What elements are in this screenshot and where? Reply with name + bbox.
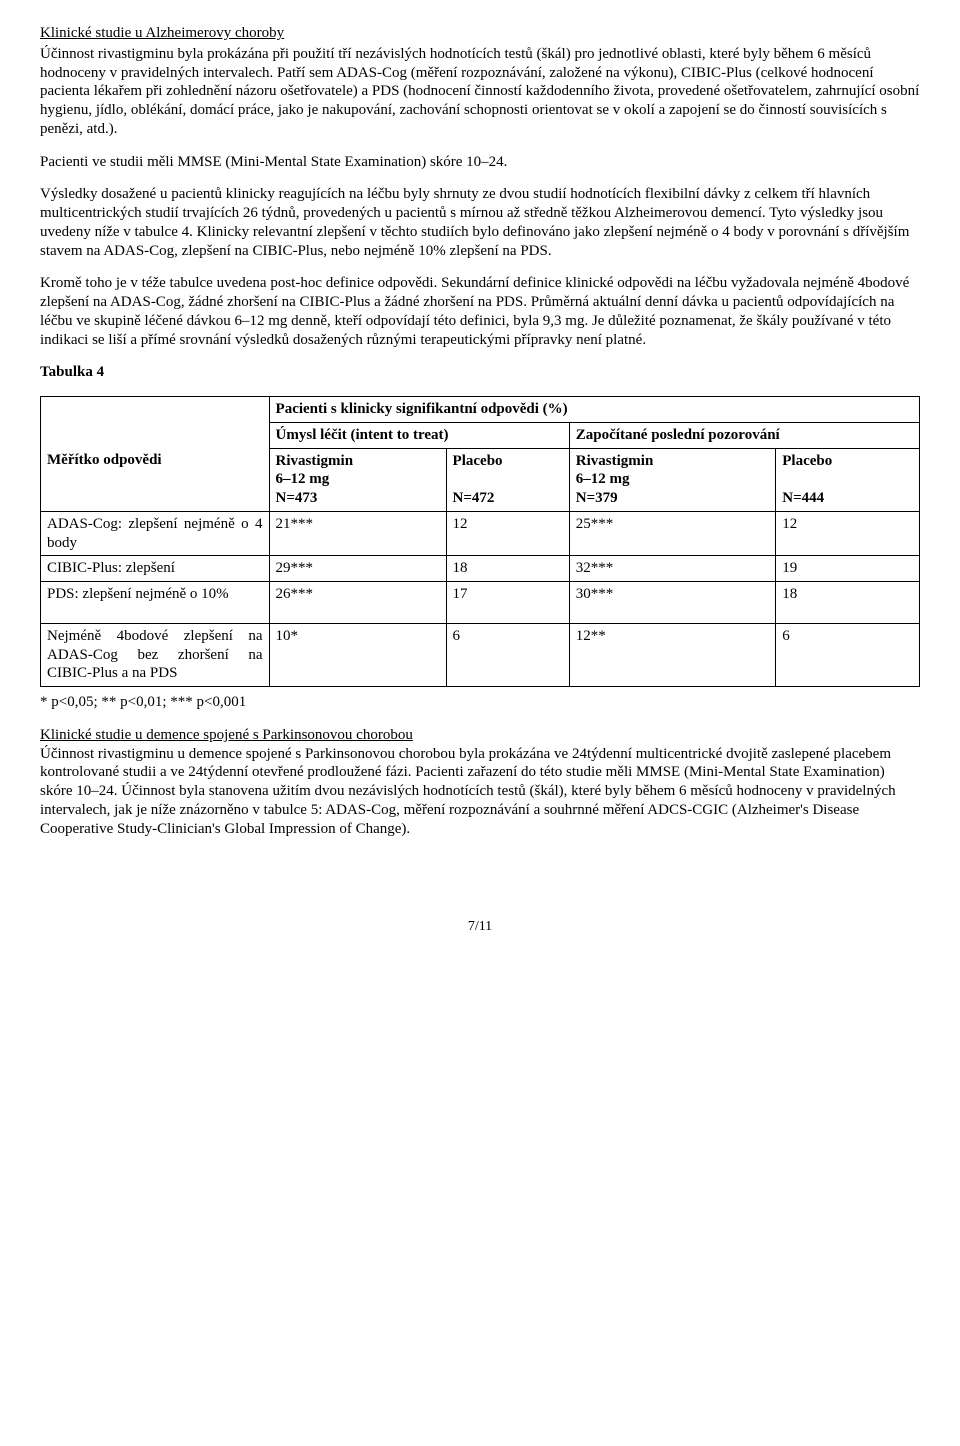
section2-p1: Účinnost rivastigminu u demence spojené … (40, 745, 920, 839)
col1-header: Rivastigmin 6–12 mg N=473 (269, 448, 446, 511)
table4: Pacienti s klinicky signifikantní odpově… (40, 396, 920, 687)
section1-p2: Pacienti ve studii měli MMSE (Mini-Menta… (40, 153, 920, 172)
table-row: ADAS-Cog: zlepšení nejméně o 4 body 21**… (41, 511, 920, 556)
cell: 30*** (569, 582, 775, 607)
cell: 29*** (269, 556, 446, 582)
row-header-label: Měřítko odpovědi (41, 448, 270, 511)
cell: 18 (776, 582, 920, 607)
cell: 19 (776, 556, 920, 582)
section1-p1: Účinnost rivastigminu byla prokázána při… (40, 45, 920, 139)
col4-header: Placebo N=444 (776, 448, 920, 511)
cell: 6 (776, 623, 920, 686)
cell: 32*** (569, 556, 775, 582)
cell: 21*** (269, 511, 446, 556)
page-number: 7/11 (40, 918, 920, 936)
cell: 6 (446, 623, 569, 686)
row-label: ADAS-Cog: zlepšení nejméně o 4 body (41, 511, 270, 556)
table4-footnote: * p<0,05; ** p<0,01; *** p<0,001 (40, 693, 920, 712)
cell: 12 (446, 511, 569, 556)
row-label: Nejméně 4bodové zlepšení na ADAS-Cog bez… (41, 623, 270, 686)
section2-title: Klinické studie u demence spojené s Park… (40, 726, 920, 745)
table-row: Pacienti s klinicky signifikantní odpově… (41, 397, 920, 423)
table-row: Nejméně 4bodové zlepšení na ADAS-Cog bez… (41, 623, 920, 686)
table4-sub1: Úmysl léčit (intent to treat) (269, 422, 569, 448)
table4-header-main: Pacienti s klinicky signifikantní odpově… (269, 397, 919, 423)
cell: 26*** (269, 582, 446, 607)
col2-header: Placebo N=472 (446, 448, 569, 511)
section1-title: Klinické studie u Alzheimerovy choroby (40, 24, 920, 43)
table-row: PDS: zlepšení nejméně o 10% 26*** 17 30*… (41, 582, 920, 607)
section1-p4: Kromě toho je v téže tabulce uvedena pos… (40, 274, 920, 349)
section-parkinson: Klinické studie u demence spojené s Park… (40, 726, 920, 839)
table-row: Měřítko odpovědi Rivastigmin 6–12 mg N=4… (41, 448, 920, 511)
table-row-spacer (41, 607, 920, 624)
col3-header: Rivastigmin 6–12 mg N=379 (569, 448, 775, 511)
cell: 12** (569, 623, 775, 686)
cell: 18 (446, 556, 569, 582)
cell: 12 (776, 511, 920, 556)
table-row: CIBIC-Plus: zlepšení 29*** 18 32*** 19 (41, 556, 920, 582)
section1-p3: Výsledky dosažené u pacientů klinicky re… (40, 185, 920, 260)
cell: 17 (446, 582, 569, 607)
table-row: Úmysl léčit (intent to treat) Započítané… (41, 422, 920, 448)
table4-caption: Tabulka 4 (40, 363, 920, 382)
cell: 10* (269, 623, 446, 686)
table4-sub2: Započítané poslední pozorování (569, 422, 919, 448)
row-label: PDS: zlepšení nejméně o 10% (41, 582, 270, 607)
cell: 25*** (569, 511, 775, 556)
section-alzheimer: Klinické studie u Alzheimerovy choroby Ú… (40, 24, 920, 349)
row-label: CIBIC-Plus: zlepšení (41, 556, 270, 582)
